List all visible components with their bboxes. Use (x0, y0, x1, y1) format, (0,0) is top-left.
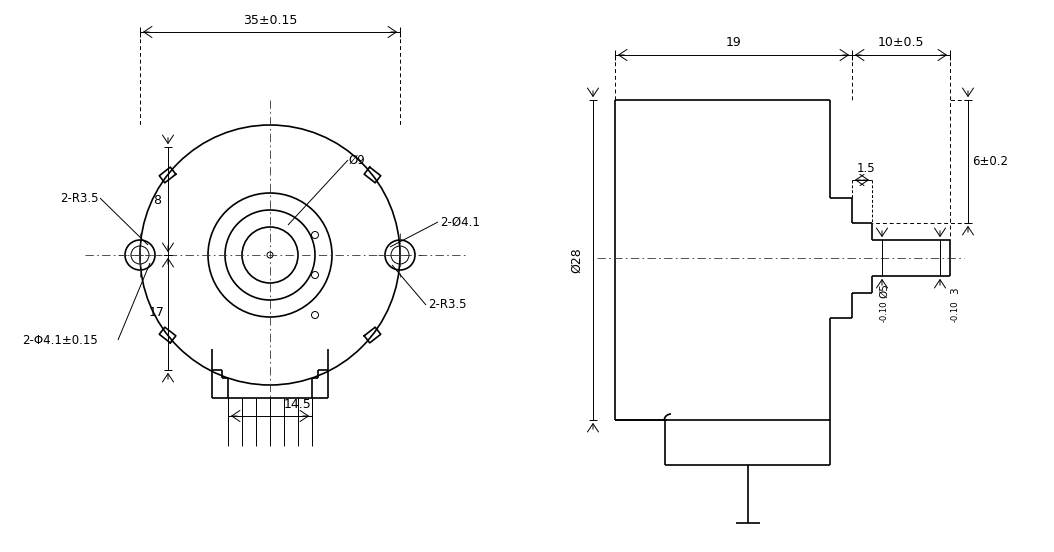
Text: 2-Ø4.1: 2-Ø4.1 (440, 215, 480, 229)
Text: 2-Φ4.1±0.15: 2-Φ4.1±0.15 (22, 333, 98, 347)
Text: 35±0.15: 35±0.15 (242, 13, 297, 26)
Text: Ø5: Ø5 (879, 284, 889, 299)
Text: 3: 3 (950, 288, 960, 294)
Text: 8: 8 (153, 194, 161, 208)
Text: -0.1: -0.1 (879, 306, 889, 322)
Text: -0.1: -0.1 (951, 306, 959, 322)
Text: Ø9: Ø9 (348, 153, 365, 167)
Text: 17: 17 (149, 306, 164, 319)
Text: 19: 19 (725, 36, 741, 50)
Text: 10±0.5: 10±0.5 (878, 36, 924, 50)
Text: 2-R3.5: 2-R3.5 (60, 192, 98, 204)
Text: 0: 0 (951, 301, 959, 307)
Text: 14.5: 14.5 (285, 397, 312, 411)
Text: 2-R3.5: 2-R3.5 (428, 299, 467, 311)
Text: 6±0.2: 6±0.2 (972, 155, 1008, 168)
Text: Ø28: Ø28 (570, 247, 584, 273)
Text: 0: 0 (879, 301, 889, 307)
Text: 1.5: 1.5 (857, 162, 875, 176)
